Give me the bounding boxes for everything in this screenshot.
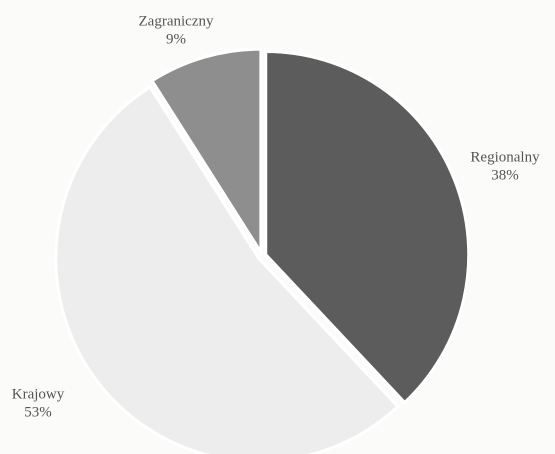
slice-label: Krajowy — [12, 386, 65, 402]
slice-label: Regionalny — [470, 149, 540, 165]
pie-slice — [264, 50, 471, 405]
pie-slice — [150, 47, 263, 258]
slice-value-label: 38% — [491, 167, 519, 183]
slice-label: Zagraniczny — [139, 13, 214, 29]
slice-value-label: 53% — [24, 404, 52, 420]
slice-value-label: 9% — [166, 31, 186, 47]
